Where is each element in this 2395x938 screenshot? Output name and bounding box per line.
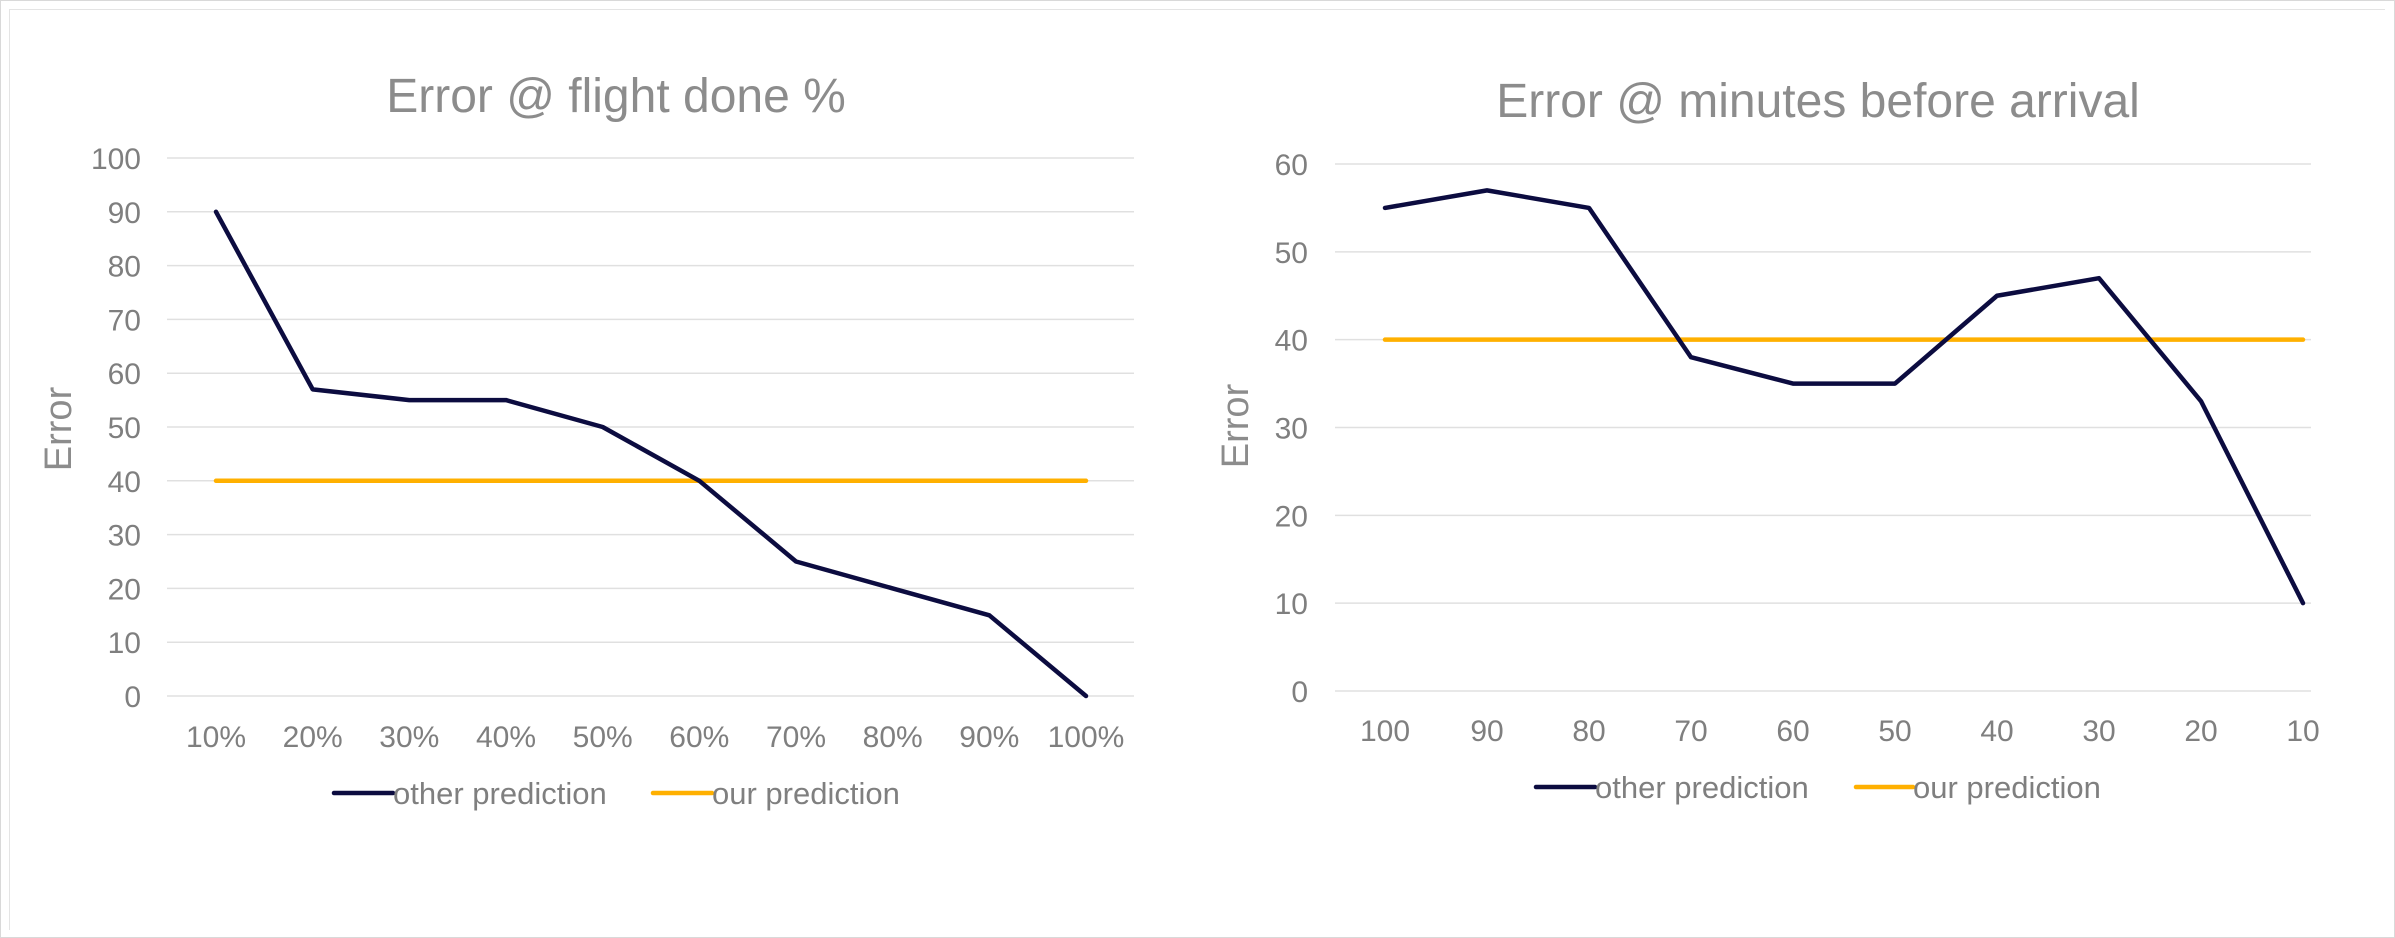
x-tick-20: 20 [2184, 715, 2217, 748]
x-tick-100%: 100% [1048, 721, 1125, 754]
y-tick-20: 20 [108, 573, 141, 606]
y-tick-0: 0 [124, 681, 141, 714]
series-lines [1382, 188, 2306, 606]
chart-area-border [9, 9, 2385, 930]
x-tick-labels: 10% 20% 30% 40% 50% 60% 70% 80% 90% 100% [186, 721, 1124, 754]
y-axis-label: Error [38, 386, 80, 471]
chart-title: Error @ minutes before arrival [1496, 75, 2140, 128]
x-tick-80: 80 [1572, 715, 1605, 748]
y-tick-30: 30 [108, 520, 141, 553]
x-tick-70: 70 [1674, 715, 1707, 748]
y-axis-label: Error [1215, 383, 1257, 468]
legend-label-other-prediction: other prediction [1595, 770, 1809, 805]
series-line-other-prediction [1382, 188, 2306, 606]
x-tick-100: 100 [1360, 715, 1410, 748]
y-tick-20: 20 [1275, 500, 1308, 533]
x-tick-90%: 90% [959, 721, 1019, 754]
y-tick-70: 70 [108, 304, 141, 337]
series-line-other-prediction [213, 209, 1089, 699]
x-tick-30: 30 [2082, 715, 2115, 748]
y-tick-60: 60 [1275, 149, 1308, 182]
x-tick-40%: 40% [476, 721, 536, 754]
chart-title: Error @ flight done % [386, 70, 846, 123]
grid-lines [1335, 163, 2311, 692]
y-tick-50: 50 [108, 412, 141, 445]
y-tick-40: 40 [1275, 325, 1308, 358]
y-tick-80: 80 [108, 251, 141, 284]
x-tick-labels: 100 90 80 70 60 50 40 30 20 10 [1360, 715, 2320, 748]
legend: other prediction our prediction [1533, 770, 2101, 805]
x-tick-90: 90 [1470, 715, 1503, 748]
y-tick-50: 50 [1275, 237, 1308, 270]
x-tick-60%: 60% [669, 721, 729, 754]
y-tick-0: 0 [1291, 676, 1308, 709]
y-tick-60: 60 [108, 358, 141, 391]
legend-label-our-prediction: our prediction [712, 776, 900, 811]
chart-error-minutes-before-arrival: Error @ minutes before arrival Error 0 10… [1215, 75, 2320, 805]
y-tick-40: 40 [108, 466, 141, 499]
y-tick-30: 30 [1275, 413, 1308, 446]
y-tick-100: 100 [91, 143, 141, 176]
y-tick-labels: 0 10 20 30 40 50 60 70 80 90 100 [91, 143, 141, 714]
x-tick-20%: 20% [283, 721, 343, 754]
x-tick-70%: 70% [766, 721, 826, 754]
y-tick-90: 90 [108, 197, 141, 230]
x-tick-50: 50 [1878, 715, 1911, 748]
y-tick-labels: 0 10 20 30 40 50 60 [1275, 149, 1308, 709]
series-lines [213, 209, 1089, 699]
y-tick-10: 10 [108, 627, 141, 660]
x-tick-40: 40 [1980, 715, 2013, 748]
x-tick-80%: 80% [863, 721, 923, 754]
x-tick-60: 60 [1776, 715, 1809, 748]
y-tick-10: 10 [1275, 588, 1308, 621]
chart-error-flight-done: Error @ flight done % Error 0 10 20 30 40 50 6… [38, 70, 1134, 811]
x-tick-10%: 10% [186, 721, 246, 754]
legend: other prediction our prediction [331, 776, 900, 811]
x-tick-10: 10 [2286, 715, 2319, 748]
x-tick-50%: 50% [573, 721, 633, 754]
legend-label-our-prediction: our prediction [1913, 770, 2101, 805]
legend-label-other-prediction: other prediction [393, 776, 607, 811]
x-tick-30%: 30% [379, 721, 439, 754]
